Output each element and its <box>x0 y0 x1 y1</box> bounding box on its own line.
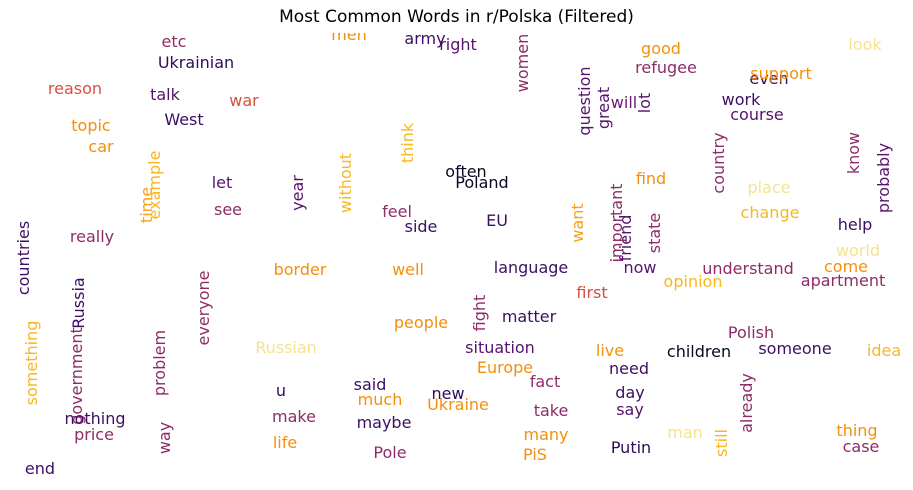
word-refugee: refugee <box>635 58 697 77</box>
word-often: often <box>445 162 487 181</box>
word-take: take <box>533 401 569 420</box>
word-women: women <box>513 33 532 93</box>
word-important: important <box>607 183 626 263</box>
word-new: new <box>431 384 465 403</box>
word-matter: matter <box>501 307 557 326</box>
word-want: want <box>568 203 587 243</box>
word-countries: countries <box>14 220 33 296</box>
word-fight: fight <box>470 294 489 332</box>
word-pole: Pole <box>373 443 407 462</box>
word-say: say <box>616 400 644 419</box>
word-help: help <box>837 215 873 234</box>
word-well: well <box>392 260 424 279</box>
word-said: said <box>353 375 387 394</box>
word-car: car <box>88 137 114 156</box>
word-thing: thing <box>836 421 878 440</box>
word-make: make <box>272 407 316 426</box>
word-probably: probably <box>874 142 893 214</box>
word-state: state <box>645 212 664 254</box>
word-change: change <box>740 203 800 222</box>
word-idea: idea <box>866 341 902 360</box>
word-opinion: opinion <box>663 272 723 291</box>
word-now: now <box>623 258 657 277</box>
word-many: many <box>523 425 569 444</box>
word-great: great <box>594 86 613 130</box>
word-feel: feel <box>382 202 412 221</box>
word-russian: Russian <box>255 338 317 357</box>
word-ukrainian: Ukrainian <box>157 53 235 72</box>
word-know: know <box>844 131 863 175</box>
word-already: already <box>737 373 756 433</box>
word-world: world <box>835 241 881 260</box>
word-everyone: everyone <box>194 270 213 346</box>
word-people: people <box>393 313 449 332</box>
word-look: look <box>848 35 882 54</box>
word-man: man <box>667 423 703 442</box>
word-question: question <box>575 66 594 136</box>
word-etc: etc <box>161 33 187 51</box>
word-children: children <box>666 342 732 361</box>
word-good: good <box>641 39 681 58</box>
word-poland: Poland <box>455 173 509 192</box>
word-even: even <box>749 69 789 88</box>
word-army: army <box>404 33 446 48</box>
word-someone: someone <box>758 339 832 358</box>
word-cloud: Poland Ukraine will people Polish Ukrainian Ru… <box>8 33 905 482</box>
word-live: live <box>595 341 625 360</box>
word-men: men <box>331 33 367 44</box>
word-year: year <box>288 175 307 211</box>
word-u: u <box>275 381 287 400</box>
word-border: border <box>273 260 327 279</box>
word-nothing: nothing <box>64 409 126 428</box>
chart-title: Most Common Words in r/Polska (Filtered) <box>279 7 634 27</box>
word-think: think <box>398 122 417 164</box>
word-come: come <box>823 257 869 276</box>
word-day: day <box>615 383 645 402</box>
word-first: first <box>576 283 608 302</box>
word-lot: lot <box>635 92 654 114</box>
word-find: find <box>635 169 667 188</box>
word-west: West <box>164 110 204 129</box>
word-putin: Putin <box>610 438 652 457</box>
word-pis: PiS <box>523 445 547 464</box>
word-without: without <box>336 152 355 214</box>
word-maybe: maybe <box>356 413 412 432</box>
word-course: course <box>730 105 784 124</box>
word-understand: understand <box>702 259 794 278</box>
word-language: language <box>493 258 569 277</box>
word-fact: fact <box>529 372 561 391</box>
word-topic: topic <box>71 116 111 135</box>
word-reason: reason <box>47 79 103 98</box>
word-much: much <box>357 390 403 409</box>
word-case: case <box>842 437 880 456</box>
word-end: end <box>24 459 56 478</box>
word-place: place <box>747 178 791 197</box>
word-price: price <box>74 425 114 444</box>
word-ukraine: Ukraine <box>427 395 489 414</box>
word-still: still <box>712 429 731 457</box>
word-problem: problem <box>150 329 169 397</box>
word-country: country <box>709 132 728 194</box>
word-something: something <box>22 320 41 406</box>
word-need: need <box>609 359 649 378</box>
word-apartment: apartment <box>800 271 886 290</box>
word-eu: EU <box>486 211 508 230</box>
word-right: right <box>439 35 477 54</box>
word-talk: talk <box>150 85 180 104</box>
word-really: really <box>69 227 115 246</box>
word-situation: situation <box>465 338 535 357</box>
word-way: way <box>155 421 174 455</box>
word-example: example <box>145 150 164 220</box>
word-work: work <box>721 90 761 109</box>
word-russia: Russia <box>69 277 88 329</box>
word-life: life <box>272 433 298 452</box>
word-will: will <box>610 93 638 112</box>
word-support: support <box>750 64 812 83</box>
word-side: side <box>404 217 438 236</box>
word-see: see <box>213 200 243 219</box>
word-polish: Polish <box>727 323 775 342</box>
word-war: war <box>229 91 259 110</box>
word-europe: Europe <box>476 358 534 377</box>
word-let: let <box>211 173 233 192</box>
